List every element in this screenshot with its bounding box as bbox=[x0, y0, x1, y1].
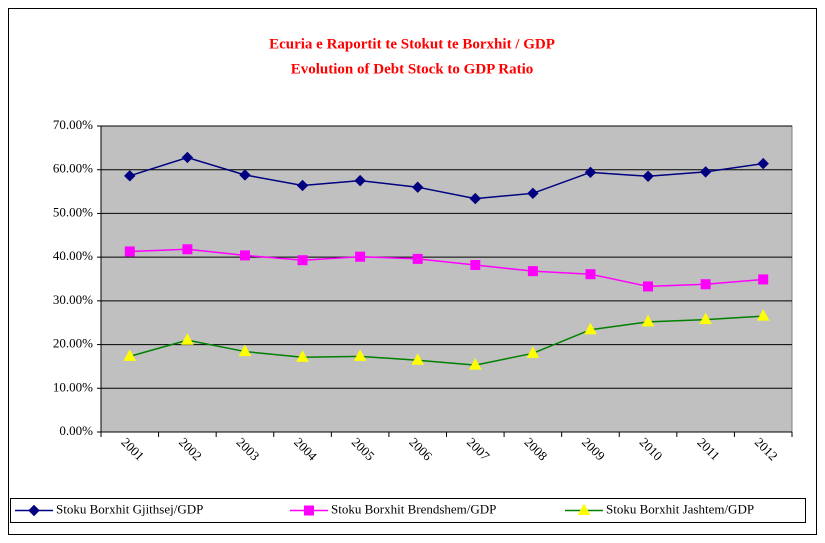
data-point bbox=[238, 344, 252, 357]
chart-title: Ecuria e Raportit te Stokut te Borxhit /… bbox=[269, 36, 555, 52]
y-tick-label: 70.00% bbox=[53, 117, 93, 132]
data-point bbox=[412, 181, 424, 193]
data-point bbox=[470, 260, 481, 271]
data-point bbox=[584, 166, 597, 179]
data-point bbox=[297, 255, 308, 266]
data-point bbox=[641, 314, 655, 327]
data-point bbox=[699, 166, 712, 178]
y-tick-label: 0.00% bbox=[59, 423, 93, 438]
series-line bbox=[129, 248, 764, 288]
data-point bbox=[296, 179, 309, 192]
data-point bbox=[699, 312, 712, 325]
legend-label: Stoku Borxhit Brendshem/GDP bbox=[331, 501, 496, 516]
data-point bbox=[584, 322, 597, 335]
data-point bbox=[181, 151, 194, 164]
data-point bbox=[585, 269, 596, 280]
y-tick-label: 30.00% bbox=[53, 292, 93, 307]
y-tick-label: 40.00% bbox=[53, 248, 93, 263]
data-point bbox=[412, 253, 423, 264]
legend-marker bbox=[577, 503, 591, 515]
data-point bbox=[527, 187, 539, 200]
data-point bbox=[296, 350, 309, 362]
data-point bbox=[239, 169, 251, 181]
data-point bbox=[181, 333, 194, 345]
y-tick-label: 10.00% bbox=[53, 379, 93, 394]
legend-label: Stoku Borxhit Gjithsej/GDP bbox=[56, 501, 203, 516]
data-point bbox=[527, 266, 538, 277]
data-point bbox=[411, 353, 425, 365]
chart-subtitle: Evolution of Debt Stock to GDP Ratio bbox=[291, 61, 534, 77]
series-line bbox=[129, 156, 764, 200]
data-point bbox=[124, 246, 135, 257]
legend-marker bbox=[28, 504, 40, 517]
data-point bbox=[642, 170, 654, 182]
data-point bbox=[526, 346, 540, 358]
data-point bbox=[757, 157, 769, 170]
data-point bbox=[239, 250, 250, 261]
legend bbox=[10, 498, 806, 523]
y-tick-label: 20.00% bbox=[53, 336, 93, 351]
plot-area bbox=[100, 125, 793, 433]
data-point bbox=[758, 274, 769, 285]
data-point bbox=[355, 251, 366, 262]
legend-marker bbox=[304, 505, 314, 516]
data-point bbox=[700, 279, 711, 290]
data-point bbox=[182, 244, 193, 255]
data-point bbox=[643, 281, 654, 292]
data-point bbox=[123, 349, 137, 361]
data-point bbox=[469, 192, 481, 205]
y-tick-label: 50.00% bbox=[53, 204, 93, 219]
data-point bbox=[756, 309, 770, 321]
series-line bbox=[129, 315, 764, 366]
y-tick-label: 60.00% bbox=[53, 161, 93, 176]
legend-label: Stoku Borxhit Jashtem/GDP bbox=[606, 501, 754, 516]
data-point bbox=[354, 174, 366, 187]
data-point bbox=[468, 358, 482, 370]
data-point bbox=[124, 170, 136, 182]
data-point bbox=[353, 349, 367, 361]
